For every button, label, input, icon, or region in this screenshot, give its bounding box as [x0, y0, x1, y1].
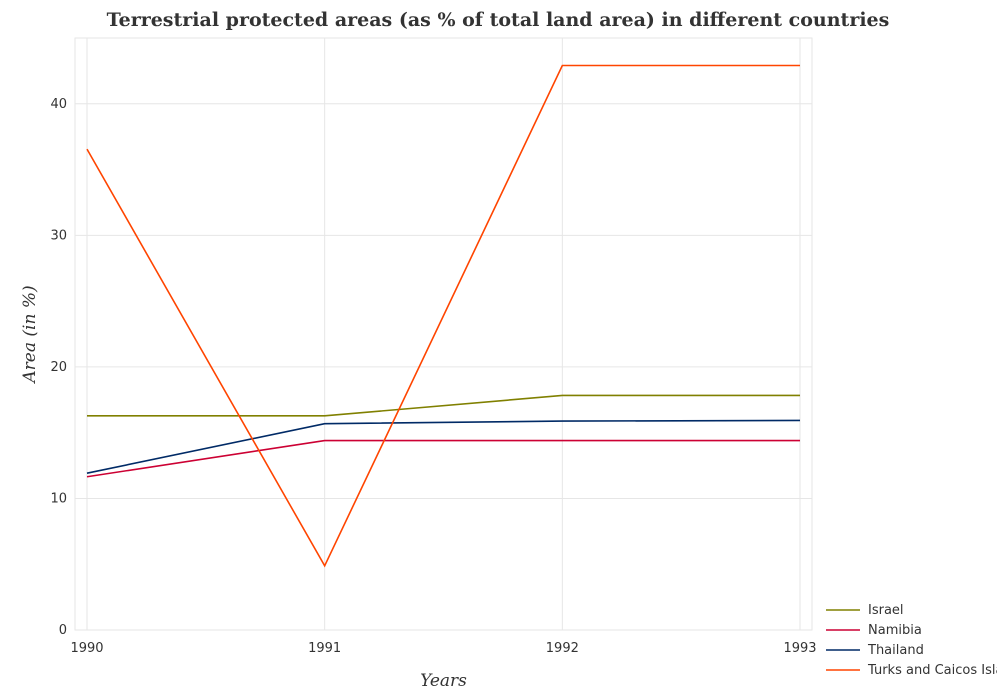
x-tick-label: 1991: [308, 641, 341, 656]
x-tick-label: 1990: [70, 641, 103, 656]
y-tick-label: 0: [59, 623, 67, 638]
series-line: [86, 439, 800, 478]
legend-label: Namibia: [868, 623, 922, 638]
x-axis: 1990 1991 1992 1993: [70, 641, 816, 656]
series-lines: [86, 64, 801, 568]
x-tick-label: 1992: [546, 641, 579, 656]
series-line: [86, 419, 801, 474]
legend-label: Thailand: [867, 643, 924, 658]
series-line: [87, 394, 800, 417]
legend: Israel Namibia Thailand Turks and Caicos Is…: [826, 603, 997, 678]
y-axis: 0 10 20 30 40: [50, 97, 67, 638]
legend-label: Turks and Caicos Islands: [867, 663, 997, 678]
x-tick-label: 1993: [783, 641, 816, 656]
y-axis-title: Area (in %): [20, 285, 40, 384]
plot-area: [74, 37, 813, 631]
chart-title: Terrestrial protected areas (as % of tot…: [107, 9, 890, 31]
y-tick-label: 20: [50, 360, 67, 375]
series-line: [86, 64, 800, 568]
y-tick-label: 10: [50, 491, 67, 506]
grid-lines: [75, 38, 812, 631]
y-tick-label: 40: [50, 97, 67, 112]
y-tick-label: 30: [50, 228, 67, 243]
x-axis-title: Years: [420, 671, 467, 691]
legend-label: Israel: [868, 603, 904, 618]
